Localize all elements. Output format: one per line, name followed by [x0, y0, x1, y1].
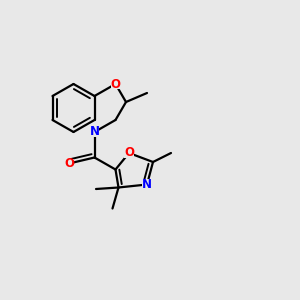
- Text: N: N: [89, 125, 100, 139]
- FancyBboxPatch shape: [111, 79, 120, 89]
- Text: O: O: [124, 146, 134, 160]
- Text: N: N: [142, 178, 152, 191]
- FancyBboxPatch shape: [124, 148, 134, 158]
- Text: O: O: [110, 77, 121, 91]
- FancyBboxPatch shape: [142, 179, 152, 190]
- FancyBboxPatch shape: [64, 159, 74, 168]
- FancyBboxPatch shape: [90, 127, 99, 137]
- Text: O: O: [64, 157, 74, 170]
